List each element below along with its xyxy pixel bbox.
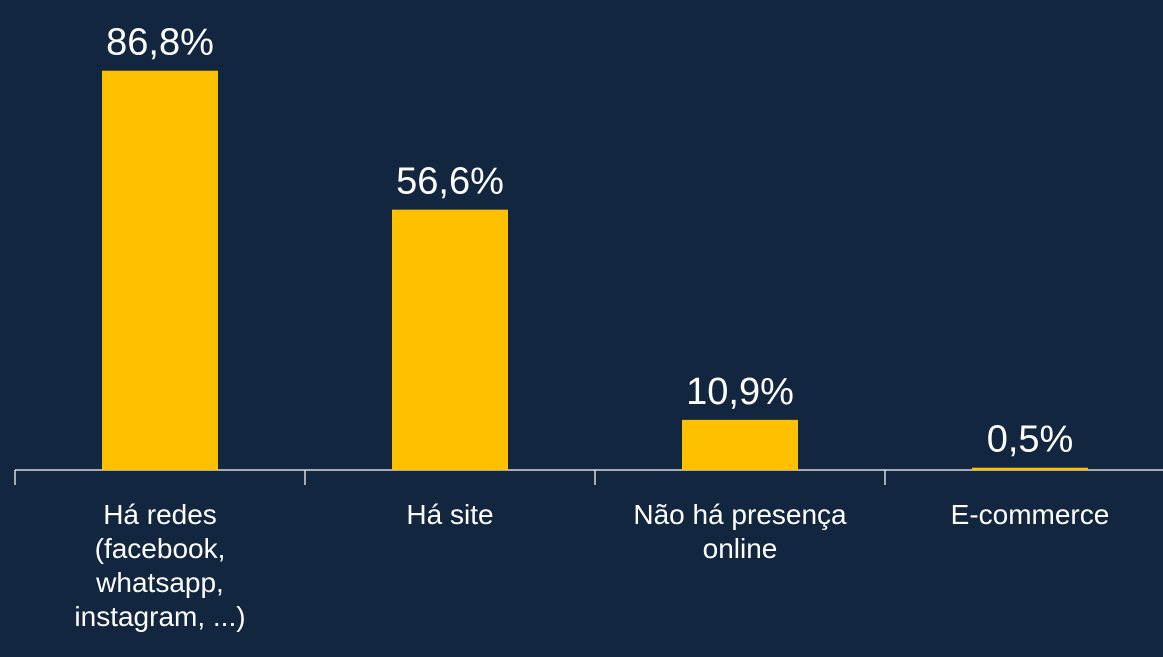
x-tick-label: Não há presença online [633,499,847,564]
value-label: 86,8% [106,22,214,64]
value-label: 10,9% [686,371,794,413]
x-tick-label: E-commerce [950,499,1110,530]
value-label: 56,6% [396,161,504,203]
bar [102,70,218,470]
value-label: 0,5% [987,419,1074,461]
x-tick-label: Há site [406,499,494,530]
bar [392,209,508,470]
x-tick-label: Há redes (facebook, whatsapp, instagram,… [74,499,246,632]
bar [972,467,1088,470]
bar [682,419,798,470]
